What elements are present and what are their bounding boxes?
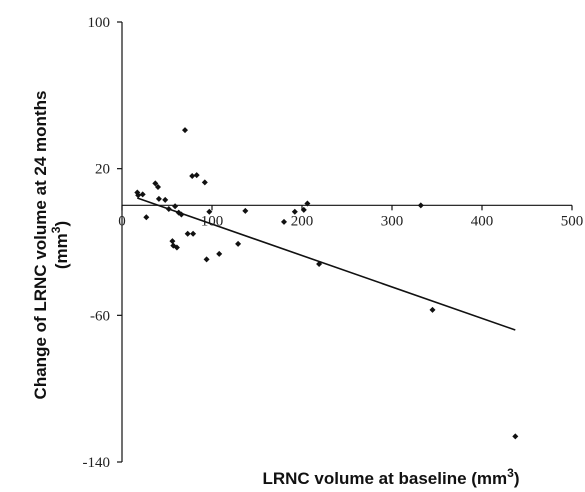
x-tick-label: 0 xyxy=(118,213,126,229)
x-tick-label: 300 xyxy=(381,213,404,229)
data-point xyxy=(203,256,210,263)
data-point xyxy=(291,208,298,215)
data-point xyxy=(216,250,223,257)
data-point xyxy=(155,195,162,202)
data-point xyxy=(172,203,179,210)
y-axis-title-line2: (mm3) xyxy=(49,221,71,269)
data-point xyxy=(184,230,191,237)
x-axis-title-sup: 3 xyxy=(507,466,514,480)
data-point xyxy=(316,261,323,267)
data-point xyxy=(143,214,150,221)
trend-line xyxy=(137,197,516,331)
data-point xyxy=(152,180,159,187)
data-point xyxy=(135,192,142,199)
data-point xyxy=(190,230,197,237)
x-tick-label: 200 xyxy=(291,213,314,229)
data-point xyxy=(189,173,196,179)
y-axis-title-sup: 3 xyxy=(49,226,63,233)
data-point xyxy=(512,433,519,440)
data-point xyxy=(242,207,249,214)
y-tick-label: 100 xyxy=(88,15,111,31)
data-point xyxy=(173,244,180,251)
y-axis-title-line1: Change of LRNC volume at 24 months xyxy=(31,91,50,400)
data-point xyxy=(165,206,172,212)
y-axis-title-end: ) xyxy=(52,221,71,227)
data-point xyxy=(235,240,242,247)
data-point xyxy=(429,306,436,313)
y-tick-label: 20 xyxy=(95,162,110,178)
data-point xyxy=(201,179,208,186)
data-point xyxy=(139,191,146,198)
data-point xyxy=(178,211,185,218)
data-point xyxy=(169,238,176,245)
data-point xyxy=(155,184,161,190)
data-point xyxy=(193,172,200,179)
y-axis-title-line2-text: (mm xyxy=(52,233,71,269)
y-axis-title: Change of LRNC volume at 24 months (mm3) xyxy=(31,91,71,400)
data-point xyxy=(417,202,424,209)
x-axis-title: LRNC volume at baseline (mm3) xyxy=(262,466,519,488)
y-tick-label: -140 xyxy=(83,455,111,471)
y-tick-label: -60 xyxy=(90,308,110,324)
x-tick-label: 400 xyxy=(471,213,494,229)
data-point xyxy=(182,127,188,134)
data-point xyxy=(162,196,169,203)
data-point xyxy=(281,218,287,225)
x-axis-title-end: ) xyxy=(514,469,520,488)
data-point xyxy=(206,208,213,215)
x-axis-title-text: LRNC volume at baseline (mm xyxy=(262,469,507,488)
data-point xyxy=(300,206,307,213)
data-point xyxy=(304,200,311,207)
x-tick-label: 500 xyxy=(561,213,584,229)
